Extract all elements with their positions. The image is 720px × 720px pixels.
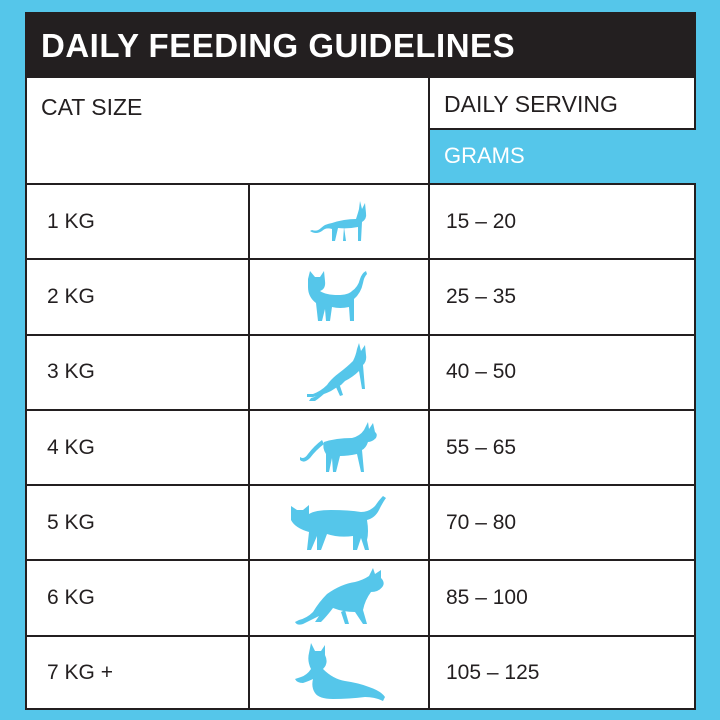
cat-size-cell: 3 KG (27, 335, 250, 409)
table-row: 1 KG 15 – 20 (27, 183, 694, 259)
cat-size-cell: 2 KG (27, 260, 250, 334)
table-row: 7 KG + 105 – 125 (27, 634, 694, 711)
table-body: 1 KG 15 – 20 2 KG 25 (27, 183, 694, 711)
serving-cell: 25 – 35 (446, 284, 517, 308)
cat-stalking-icon (250, 561, 430, 635)
cat-size-cell: 6 KG (27, 561, 250, 635)
cat-size-header-label: CAT SIZE (41, 94, 143, 120)
cat-size-cell: 1 KG (27, 185, 250, 259)
cat-lying-icon (250, 636, 430, 711)
daily-serving-header-label: DAILY SERVING (444, 91, 618, 117)
table-title: DAILY FEEDING GUIDELINES (27, 14, 694, 78)
cat-sitting-icon (250, 335, 430, 409)
serving-cell: 105 – 125 (446, 661, 540, 685)
cat-walking-icon (250, 410, 430, 485)
feeding-guidelines-table: DAILY FEEDING GUIDELINES CAT SIZE DAILY … (25, 12, 696, 711)
table-row: 3 KG 40 – 50 (27, 333, 694, 409)
small-cat-standing-icon (250, 185, 430, 259)
grams-unit-label: GRAMS (444, 143, 525, 168)
table-row: 2 KG 25 – 35 (27, 258, 694, 334)
grams-unit-header: GRAMS (430, 130, 696, 183)
cat-size-cell: 7 KG + (27, 636, 250, 711)
cat-size-cell: 5 KG (27, 486, 250, 560)
table-row: 4 KG 55 – 65 (27, 408, 694, 485)
serving-cell: 55 – 65 (446, 435, 517, 459)
daily-serving-header: DAILY SERVING (430, 78, 696, 130)
large-cat-walking-icon (250, 486, 430, 560)
serving-cell: 85 – 100 (446, 586, 528, 610)
table-row: 5 KG 70 – 80 (27, 484, 694, 560)
cat-size-cell: 4 KG (27, 410, 250, 485)
cat-tail-up-icon (250, 260, 430, 334)
cat-size-header: CAT SIZE (27, 78, 430, 183)
serving-cell: 40 – 50 (446, 360, 517, 384)
serving-cell: 70 – 80 (446, 510, 517, 534)
table-row: 6 KG 85 – 100 (27, 559, 694, 635)
serving-cell: 15 – 20 (446, 209, 517, 233)
